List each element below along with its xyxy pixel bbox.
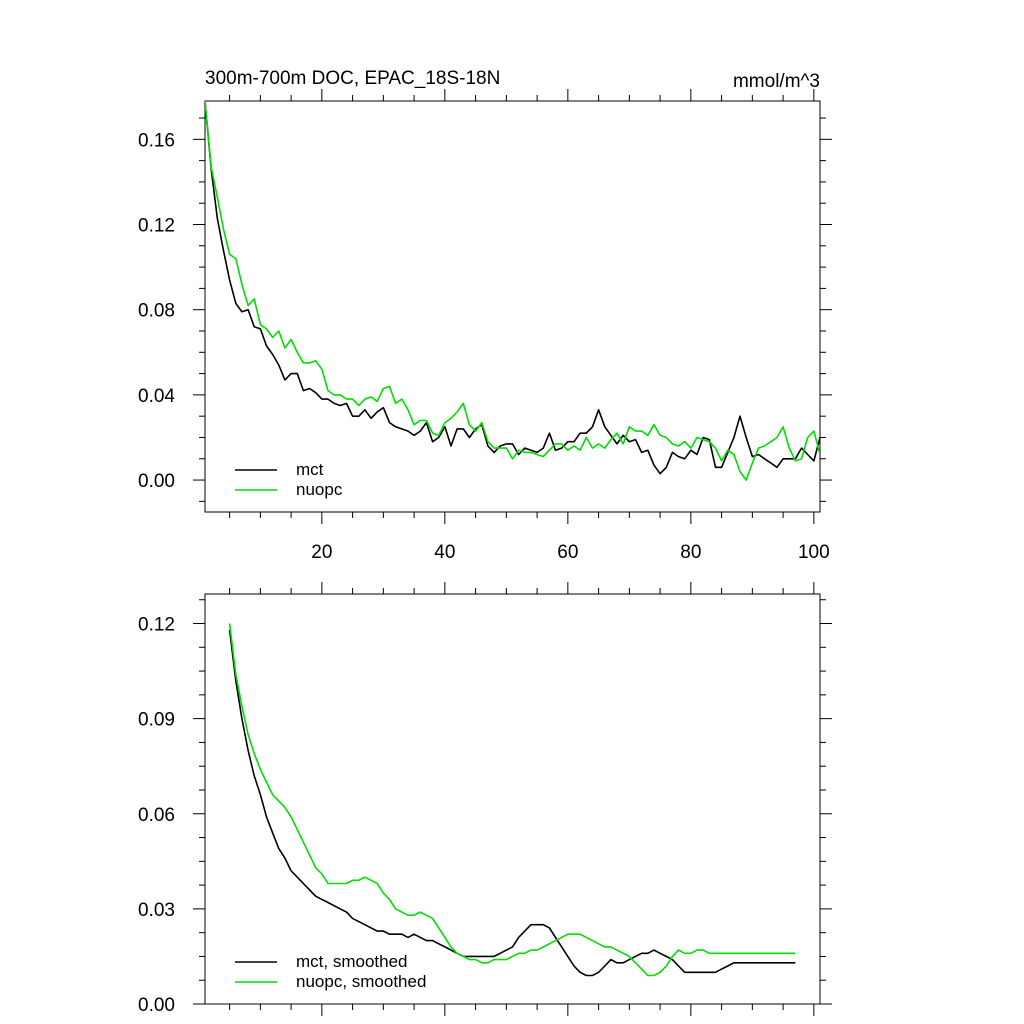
series-line-mct [205,101,820,475]
legend-label: nuopc, smoothed [296,972,426,991]
plot-frame [204,593,821,1005]
y-tick-label: 0.08 [138,301,175,322]
y-tick-label: 0.03 [138,900,175,921]
top-panel: 300m-700m DOC, EPAC_18S-18N mmol/m^3 20 4… [138,68,832,563]
legend-label: mct [296,460,324,479]
y-tick-label: 0.12 [138,216,175,237]
x-tick-label: 40 [434,542,455,563]
x-tick-label: 20 [311,542,332,563]
x-tick-label: 80 [680,542,701,563]
y-tick-label: 0.00 [138,995,175,1016]
series-line-nuopc-smoothed [228,623,796,977]
y-tick-label: 0.00 [138,471,175,492]
y-tick-label: 0.16 [138,130,175,151]
legend-label: mct, smoothed [296,952,408,971]
bottom-panel: 0.00 0.03 0.06 0.09 0.12 mct, smoothednuopc, … [138,582,832,1016]
chart-title: 300m-700m DOC, EPAC_18S-18N [205,68,500,89]
x-tick-label: 60 [557,542,578,563]
plot-frame [204,100,821,513]
units-label: mmol/m^3 [733,71,820,92]
y-tick-label: 0.09 [138,710,175,731]
y-tick-label: 0.04 [138,386,175,407]
series-line-nuopc [205,101,820,481]
legend-label: nuopc [296,480,343,499]
series-line-mct-smoothed [228,629,796,977]
y-tick-label: 0.06 [138,805,175,826]
y-tick-label: 0.12 [138,615,175,636]
x-tick-label: 100 [798,542,830,563]
